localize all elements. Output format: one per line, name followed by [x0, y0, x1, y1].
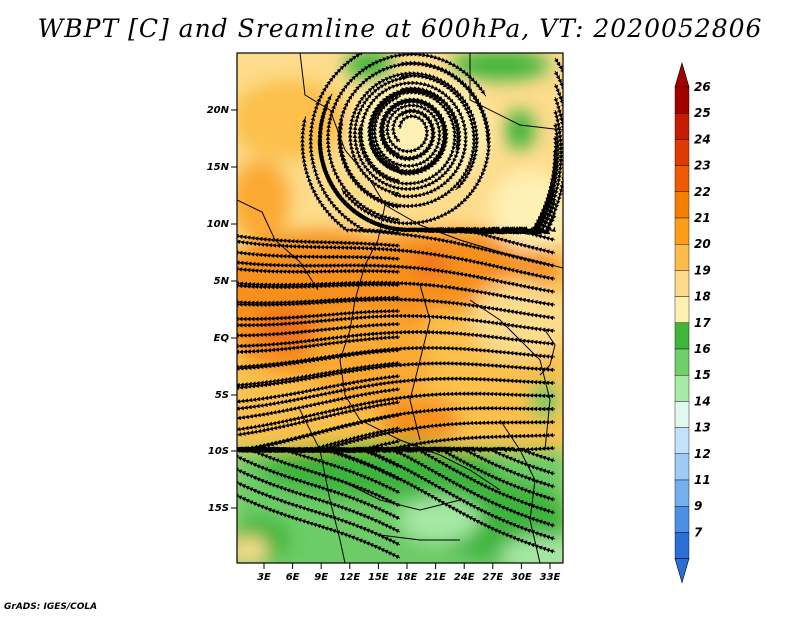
latitude-axis: 20N 15N 10N 5N EQ 5S 10S 15S — [207, 105, 237, 514]
colorbar-level-label: 12 — [694, 447, 711, 461]
colorbar-level-label: 7 — [694, 525, 703, 539]
lat-tick-label: 10N — [207, 219, 230, 230]
colorbar-swatch — [674, 532, 690, 559]
colorbar-swatch — [674, 191, 690, 219]
lon-tick-label: 27E — [482, 572, 503, 583]
colorbar-level-label: 24 — [694, 132, 711, 146]
lon-tick-label: 18E — [397, 572, 418, 583]
colorbar-swatch — [674, 506, 690, 533]
colorbar-swatch — [674, 296, 690, 324]
colorbar-swatch — [674, 217, 690, 245]
colorbar-level-label: 21 — [694, 211, 711, 225]
longitude-axis: 3E 6E 9E 12E 15E 18E 21E 24E 27E 30E 33E — [257, 563, 561, 583]
colorbar-level-label: 17 — [694, 316, 711, 330]
lon-tick-label: 9E — [314, 572, 328, 583]
colorbar-level-label: 16 — [694, 342, 711, 356]
lon-tick-label: 6E — [286, 572, 300, 583]
colorbar-level-label: 19 — [694, 263, 711, 277]
lat-tick-label: 5N — [214, 276, 230, 287]
colorbar-level-label: 15 — [694, 368, 711, 382]
country-boundaries — [237, 53, 563, 563]
lon-tick-label: 24E — [454, 572, 475, 583]
colorbar-level-label: 23 — [694, 159, 711, 173]
lon-tick-label: 21E — [425, 572, 446, 583]
lon-tick-label: 3E — [257, 572, 271, 583]
lat-tick-label: 20N — [207, 105, 230, 116]
colorbar-swatch — [674, 401, 690, 428]
colorbar-swatch — [674, 139, 690, 166]
map-title: WBPT [C] and Sreamline at 600hPa, VT: 20… — [37, 14, 763, 43]
colorbar-level-label: 9 — [694, 499, 702, 513]
colorbar-swatch — [674, 86, 690, 114]
lon-tick-label: 30E — [511, 572, 532, 583]
colorbar: 26 25 24 23 22 21 20 19 18 17 16 15 14 13 12 11 9 7 — [674, 61, 711, 584]
streamlines — [237, 53, 563, 560]
grads-credit: GrADS: IGES/COLA — [4, 602, 98, 612]
colorbar-swatch — [674, 479, 690, 507]
lon-tick-label: 15E — [368, 572, 389, 583]
lat-tick-label: 15S — [208, 503, 229, 514]
lat-tick-label: EQ — [214, 333, 230, 344]
plot-frame — [236, 52, 564, 564]
colorbar-level-label: 22 — [694, 185, 711, 199]
colorbar-level-label: 14 — [694, 394, 711, 408]
colorbar-swatch — [674, 375, 690, 402]
colorbar-swatch — [674, 243, 690, 271]
lon-tick-label: 12E — [339, 572, 360, 583]
lon-tick-label: 33E — [540, 572, 561, 583]
colorbar-level-label: 11 — [694, 473, 711, 487]
colorbar-swatch — [674, 322, 690, 350]
colorbar-level-label: 26 — [694, 80, 711, 94]
colorbar-bottom-arrow — [674, 558, 690, 584]
colorbar-swatch — [674, 112, 690, 140]
lat-tick-label: 15N — [207, 162, 230, 173]
colorbar-level-label: 25 — [694, 106, 711, 120]
colorbar-swatch — [674, 270, 690, 297]
colorbar-swatch — [674, 348, 690, 376]
colorbar-level-label: 13 — [694, 421, 711, 435]
wbpt-shading — [237, 53, 563, 563]
colorbar-swatch — [674, 453, 690, 481]
colorbar-level-label: 18 — [694, 290, 711, 304]
lat-tick-label: 10S — [208, 446, 229, 457]
lat-tick-label: 5S — [215, 390, 229, 401]
colorbar-swatch — [674, 165, 690, 193]
colorbar-swatch — [674, 427, 690, 455]
colorbar-top-arrow — [674, 61, 690, 88]
colorbar-level-label: 20 — [694, 237, 711, 251]
